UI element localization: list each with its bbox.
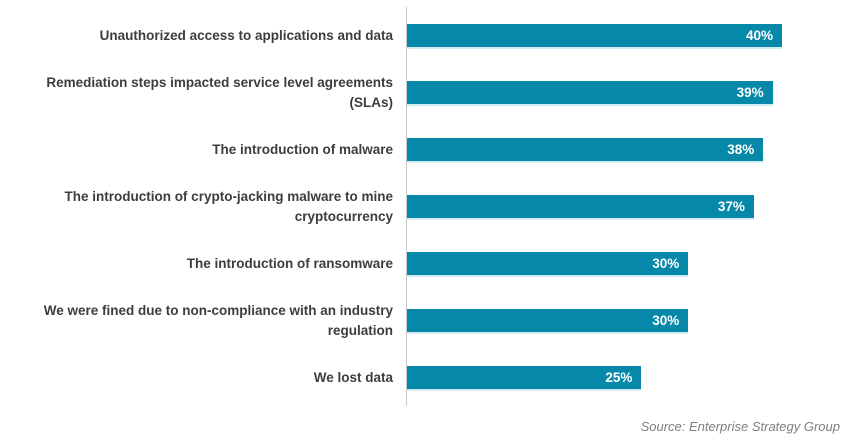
plot-area: 38%: [406, 121, 857, 178]
category-label: Remediation steps impacted service level…: [46, 74, 393, 110]
source-note: Source: Enterprise Strategy Group: [640, 419, 840, 434]
category-label: The introduction of crypto-jacking malwa…: [64, 188, 393, 224]
bar: 30%: [407, 252, 689, 275]
category-label: We were fined due to non-compliance with…: [43, 302, 393, 338]
category-label: We lost data: [313, 369, 393, 385]
plot-area: 25%: [406, 349, 857, 406]
category-label: Unauthorized access to applications and …: [99, 27, 393, 43]
chart-row: The introduction of malware 38%: [0, 121, 857, 178]
chart-row: The introduction of crypto-jacking malwa…: [0, 178, 857, 235]
value-label: 30%: [652, 256, 680, 271]
plot-area: 40%: [406, 7, 857, 64]
value-label: 37%: [717, 199, 745, 214]
chart-row: We were fined due to non-compliance with…: [0, 292, 857, 349]
value-label: 25%: [605, 370, 633, 385]
bar: 38%: [407, 138, 764, 161]
bar: 37%: [407, 195, 754, 218]
value-label: 38%: [727, 142, 755, 157]
value-label: 40%: [745, 28, 773, 43]
chart-row: Remediation steps impacted service level…: [0, 64, 857, 121]
chart-rows: Unauthorized access to applications and …: [0, 7, 857, 406]
plot-area: 39%: [406, 64, 857, 121]
plot-area: 30%: [406, 235, 857, 292]
value-label: 30%: [652, 313, 680, 328]
bar: 30%: [407, 309, 689, 332]
bar: 39%: [407, 81, 773, 104]
value-label: 39%: [736, 85, 764, 100]
chart-row: We lost data 25%: [0, 349, 857, 406]
plot-area: 37%: [406, 178, 857, 235]
chart-footer: Source: Enterprise Strategy Group: [641, 418, 840, 436]
category-label: The introduction of ransomware: [186, 255, 393, 271]
bar: 40%: [407, 24, 782, 47]
chart-row: The introduction of ransomware 30%: [0, 235, 857, 292]
plot-area: 30%: [406, 292, 857, 349]
category-label: The introduction of malware: [212, 141, 393, 157]
bar: 25%: [407, 366, 642, 389]
chart-row: Unauthorized access to applications and …: [0, 7, 857, 64]
